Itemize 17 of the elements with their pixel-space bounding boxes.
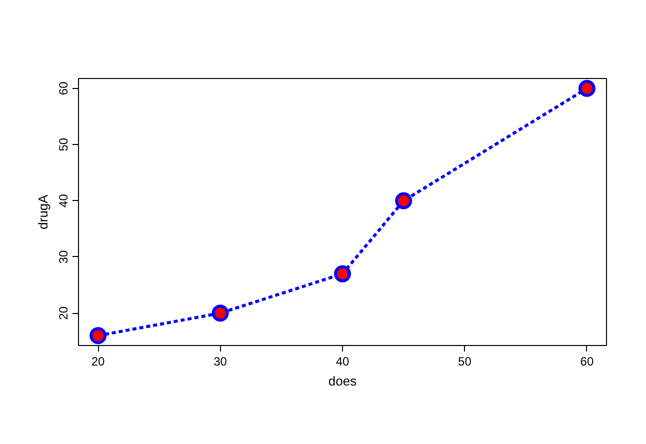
x-tick-label: 60 xyxy=(580,354,594,368)
x-tick-label: 20 xyxy=(91,354,106,368)
y-axis-title: drugA xyxy=(36,194,50,230)
point xyxy=(578,80,596,97)
y-tick-label: 40 xyxy=(56,194,70,208)
x-axis-title: does xyxy=(328,374,358,388)
y-tick-label: 60 xyxy=(56,81,70,96)
x-tick-label: 50 xyxy=(458,354,472,368)
x-tick-label: 30 xyxy=(214,354,228,368)
point xyxy=(90,327,107,344)
y-tick-label: 30 xyxy=(56,250,70,264)
x-tick-label: 40 xyxy=(336,354,350,368)
y-tick-label: 50 xyxy=(56,138,70,152)
y-tick-label: 20 xyxy=(56,306,70,320)
point xyxy=(212,304,229,322)
point xyxy=(334,265,351,282)
point xyxy=(395,192,412,210)
